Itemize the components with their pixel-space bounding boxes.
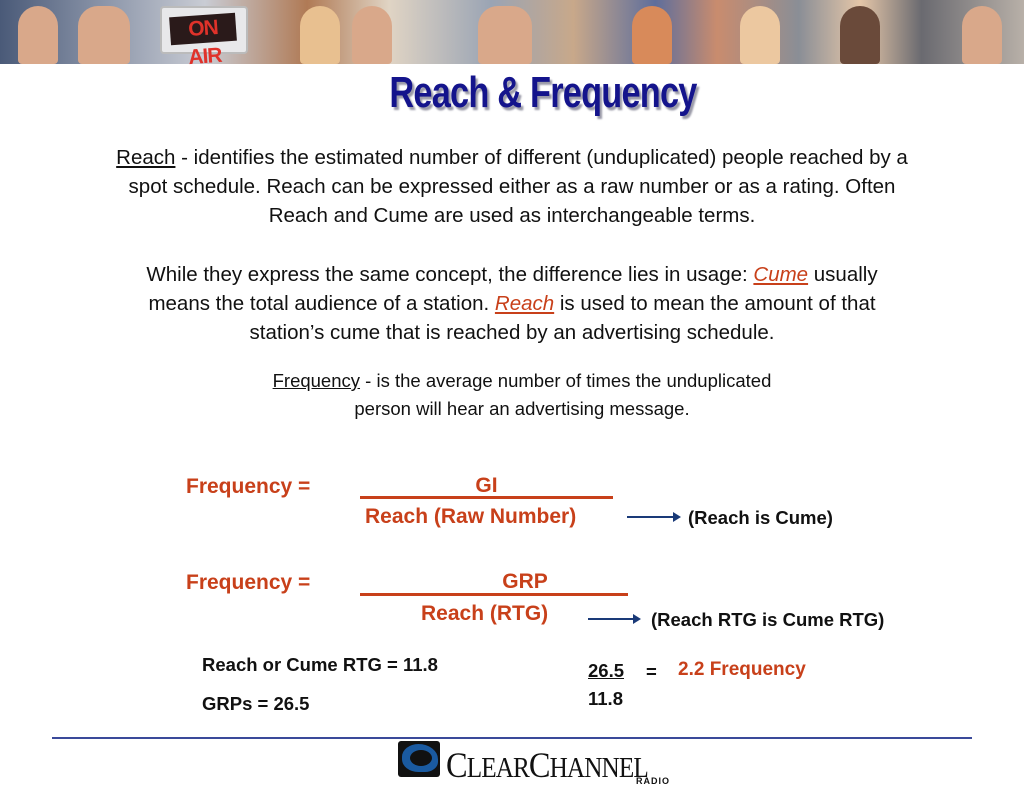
text-segment: - is the average number of times the und… [360, 370, 772, 391]
usage-paragraph: While they express the same concept, the… [0, 260, 1024, 347]
host-photo [632, 6, 672, 64]
host-photo [840, 6, 880, 64]
example-result: 2.2 Frequency [678, 659, 806, 680]
formula1-note: (Reach is Cume) [688, 507, 833, 528]
text-line: spot schedule. Reach can be expressed ei… [128, 175, 896, 198]
text-segment: means the total audience of a station. [148, 292, 495, 315]
fraction-bar [360, 496, 613, 499]
arrow-icon [627, 512, 681, 522]
reach-term: Reach [116, 146, 176, 169]
frequency-term: Frequency [272, 370, 361, 391]
text-segment: usually [808, 263, 878, 286]
text-segment: While they express the same concept, the… [146, 263, 754, 286]
formula2-lhs: Frequency = [186, 571, 311, 594]
formula2-denominator: Reach (RTG) [421, 602, 549, 625]
reach-term-italic: Reach [494, 292, 555, 315]
formula2-note: (Reach RTG is Cume RTG) [651, 609, 885, 630]
clear-channel-logo-icon [398, 741, 440, 777]
text-line: person will hear an advertising message. [354, 398, 690, 419]
host-photo [962, 6, 1002, 64]
fraction-bar [360, 593, 628, 596]
text-line: - identifies the estimated number of dif… [175, 146, 908, 169]
text-line: Reach and Cume are used as interchangeab… [268, 204, 756, 227]
page-title: Reach & Frequency [389, 68, 697, 117]
host-photo [18, 6, 58, 64]
host-photo [300, 6, 340, 64]
grps-value-line: GRPs = 26.5 [202, 693, 310, 714]
footer-divider [52, 737, 972, 739]
host-photo [352, 6, 392, 64]
cume-term: Cume [753, 263, 809, 286]
formula1-lhs: Frequency = [186, 475, 311, 498]
formula1-numerator: GI [475, 474, 498, 497]
reach-definition: Reach - identifies the estimated number … [0, 143, 1024, 230]
header-photo-banner: ON AIR [0, 0, 1024, 69]
clear-channel-logo-text: CLEARCHANNEL [446, 745, 649, 785]
frequency-definition: Frequency - is the average number of tim… [22, 367, 1022, 423]
example-numerator: 26.5 [588, 660, 625, 681]
host-photo [478, 6, 532, 64]
example-equals: = [646, 661, 657, 682]
text-line: station’s cume that is reached by an adv… [249, 321, 775, 344]
logo-subtitle: RADIO [636, 776, 670, 786]
host-photo [740, 6, 780, 64]
formula2-numerator: GRP [502, 570, 548, 593]
reach-value-line: Reach or Cume RTG = 11.8 [202, 654, 438, 675]
formula1-denominator: Reach (Raw Number) [365, 505, 577, 528]
on-air-text: ON AIR [169, 12, 237, 69]
arrow-icon [588, 614, 641, 624]
host-photo [78, 6, 130, 64]
example-denominator: 11.8 [588, 688, 623, 709]
text-segment: is used to mean the amount of that [554, 292, 876, 315]
on-air-sign: ON AIR [160, 6, 248, 69]
